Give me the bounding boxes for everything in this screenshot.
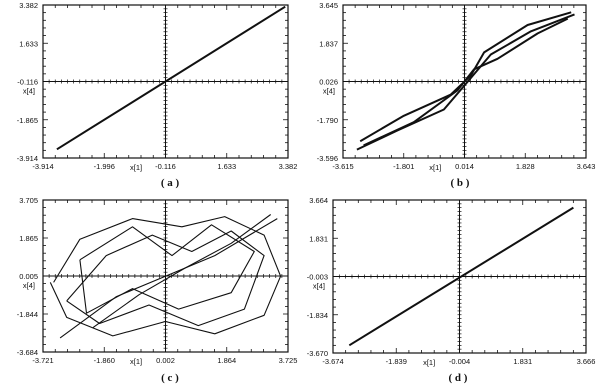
y-tick-label: -1.834: [307, 311, 328, 320]
y-tick-label: -0.003: [307, 273, 328, 282]
y-tick-label: 0.026: [319, 78, 338, 87]
series-line-2: [359, 11, 572, 143]
x-tick-label: 0.014: [455, 162, 474, 171]
series-line-1: [56, 5, 286, 151]
x-tick-label: 0.002: [156, 356, 175, 365]
series-line-1: [348, 206, 574, 347]
x-tick-label: -3.674: [322, 357, 343, 366]
panel-caption: ( d ): [449, 372, 468, 384]
y-tick-label: 0.005: [19, 272, 38, 281]
x-axis-label: x[1]: [130, 163, 142, 172]
y-tick-label: 3.705: [19, 196, 38, 205]
series-line-1: [356, 13, 575, 151]
y-tick-label: -1.844: [17, 310, 38, 319]
y-tick-label: 1.837: [319, 39, 338, 48]
series-line-4: [79, 224, 255, 314]
x-tick-label: -1.839: [386, 357, 407, 366]
series-line-2: [66, 230, 265, 327]
series-line-3: [363, 17, 569, 147]
y-tick-label: -1.865: [17, 116, 38, 125]
y-tick-label: -0.116: [17, 78, 38, 87]
panel-caption: ( a ): [161, 177, 180, 189]
x-tick-label: -3.914: [32, 162, 53, 171]
y-tick-label: 3.382: [19, 1, 38, 10]
x-tick-label: -0.004: [449, 357, 470, 366]
x-axis-label: x[1]: [429, 163, 441, 172]
x-tick-label: -1.860: [94, 356, 115, 365]
x-tick-label: 1.831: [513, 357, 532, 366]
y-tick-label: -3.670: [307, 349, 328, 358]
series-line-3: [59, 218, 278, 339]
chart-panel-1: -3.914 -1.996 -0.116 1.633 3.382 -3.914 -1.865…: [17, 1, 298, 189]
x-tick-label: 3.382: [279, 162, 298, 171]
y-tick-label: -3.684: [17, 348, 38, 357]
x-tick-label: 3.725: [279, 356, 298, 365]
y-tick-label: 3.645: [319, 1, 338, 10]
chart-panel-3: -3.721 -1.860 0.002 1.864 3.725 -3.684 -1.844 0…: [17, 196, 298, 384]
x-tick-label: 3.643: [577, 162, 596, 171]
x-tick-label: -1.996: [94, 162, 115, 171]
y-tick-label: -3.914: [17, 154, 38, 163]
x-tick-label: -3.615: [332, 162, 353, 171]
y-axis-label: x[4]: [323, 87, 335, 96]
panel-caption: ( b ): [451, 177, 470, 189]
x-tick-label: -0.116: [155, 162, 176, 171]
y-axis-label: x[4]: [23, 87, 35, 96]
x-tick-label: 3.666: [577, 357, 596, 366]
x-axis-label: x[1]: [130, 357, 142, 366]
y-tick-label: -3.596: [317, 154, 338, 163]
x-tick-label: 1.633: [217, 162, 236, 171]
chart-panel-4: -3.674 -1.839 -0.004 1.831 3.666 -3.670 -1.834…: [307, 196, 596, 384]
x-axis-label: x[1]: [423, 358, 435, 367]
y-tick-label: 1.633: [19, 39, 38, 48]
y-tick-label: 3.664: [309, 196, 328, 205]
y-tick-label: 1.865: [19, 234, 38, 243]
x-tick-label: -1.801: [393, 162, 414, 171]
y-axis-label: x[4]: [313, 282, 325, 291]
x-tick-label: 1.864: [217, 356, 236, 365]
panel-caption: ( c ): [161, 372, 179, 384]
series-line-1: [49, 216, 282, 337]
y-tick-label: 1.831: [309, 234, 328, 243]
chart-panel-2: -3.615 -1.801 0.014 1.828 3.643 -3.596 -1.790 0…: [317, 1, 596, 189]
y-tick-label: -1.790: [317, 116, 338, 125]
x-tick-label: 1.828: [516, 162, 535, 171]
series-line-5: [92, 214, 272, 329]
x-tick-label: -3.721: [32, 356, 53, 365]
y-axis-label: x[4]: [23, 281, 35, 290]
